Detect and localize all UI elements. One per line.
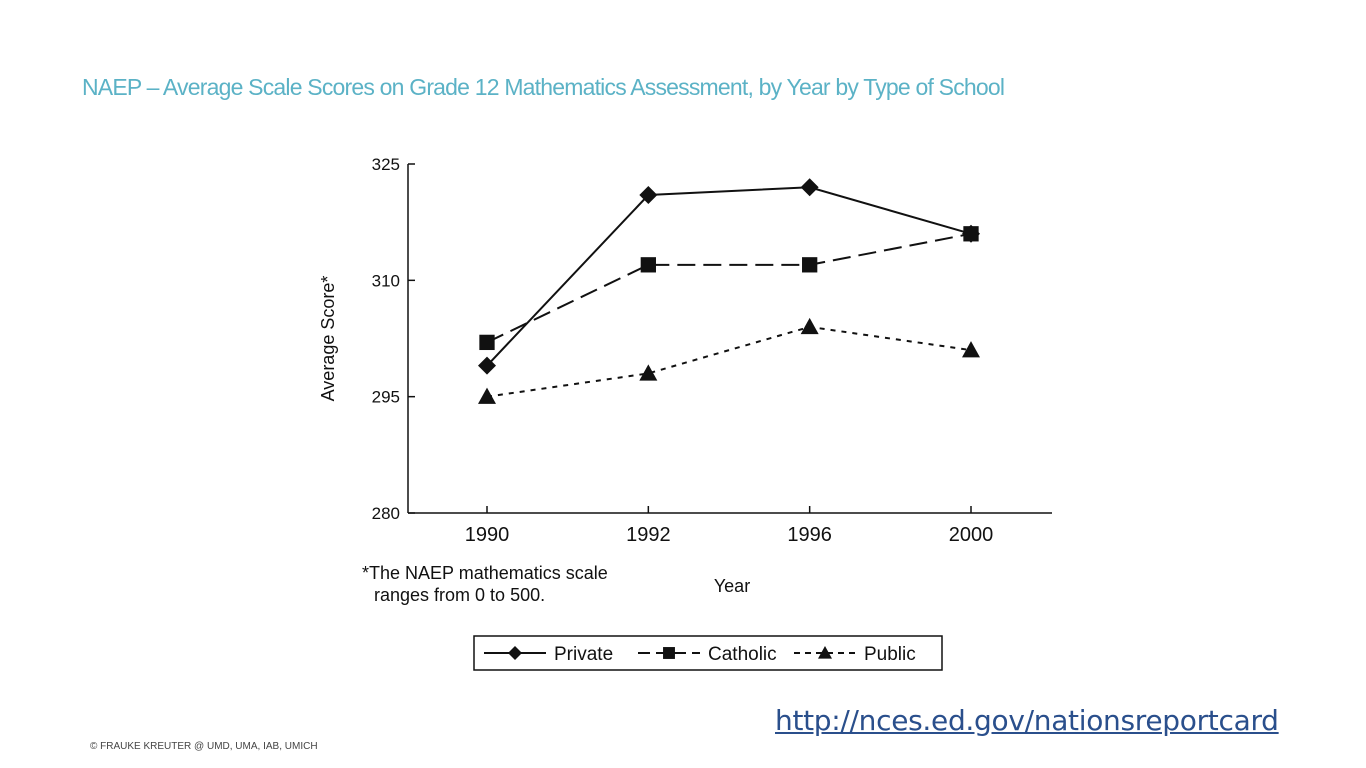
data-point <box>639 186 658 205</box>
nations-report-card-link[interactable]: http://nces.ed.gov/nationsreportcard <box>775 704 1279 737</box>
footnote-line-1: *The NAEP mathematics scale <box>362 563 608 583</box>
x-tick-label: 1990 <box>465 524 510 546</box>
copyright-notice: © FRAUKE KREUTER @ UMD, UMA, IAB, UMICH <box>90 741 318 752</box>
y-tick-label: 325 <box>372 155 400 174</box>
data-point <box>800 178 819 197</box>
data-point <box>963 226 979 242</box>
x-tick-label: 1992 <box>626 524 671 546</box>
series-line-private <box>486 186 972 367</box>
series-line-catholic <box>486 232 972 344</box>
chart-footnote: *The NAEP mathematics scale ranges from … <box>362 562 608 606</box>
legend-label: Catholic <box>708 644 777 665</box>
line-chart: 325 310 295 280 1990 1992 1996 2000 Average Scor… <box>318 155 1052 671</box>
data-point <box>962 341 980 358</box>
slide-title: NAEP – Average Scale Scores on Grade 12 … <box>82 74 1005 100</box>
data-point <box>640 257 656 273</box>
footnote-line-2: ranges from 0 to 500. <box>374 585 546 605</box>
data-point <box>478 387 496 404</box>
data-point <box>508 646 522 660</box>
data-point <box>479 334 495 351</box>
y-axis-label: Average Score* <box>318 276 338 402</box>
data-point <box>478 356 496 375</box>
chart-figure: 325 310 295 280 1990 1992 1996 2000 Average Scor… <box>300 150 1080 690</box>
x-tick-label: 1996 <box>787 524 832 546</box>
y-tick-label: 295 <box>372 388 400 407</box>
data-point <box>663 647 675 659</box>
chart-legend <box>473 635 943 671</box>
x-tick-label: 2000 <box>949 524 994 546</box>
series-line-public <box>486 325 972 398</box>
y-tick-label: 280 <box>372 504 400 523</box>
data-point <box>639 364 658 381</box>
x-axis-label: Year <box>714 576 750 596</box>
legend-label: Public <box>864 644 916 665</box>
legend-label: Private <box>554 644 613 665</box>
data-point <box>800 317 819 335</box>
data-point <box>818 646 832 659</box>
y-tick-label: 310 <box>372 271 400 290</box>
data-point <box>802 257 818 273</box>
